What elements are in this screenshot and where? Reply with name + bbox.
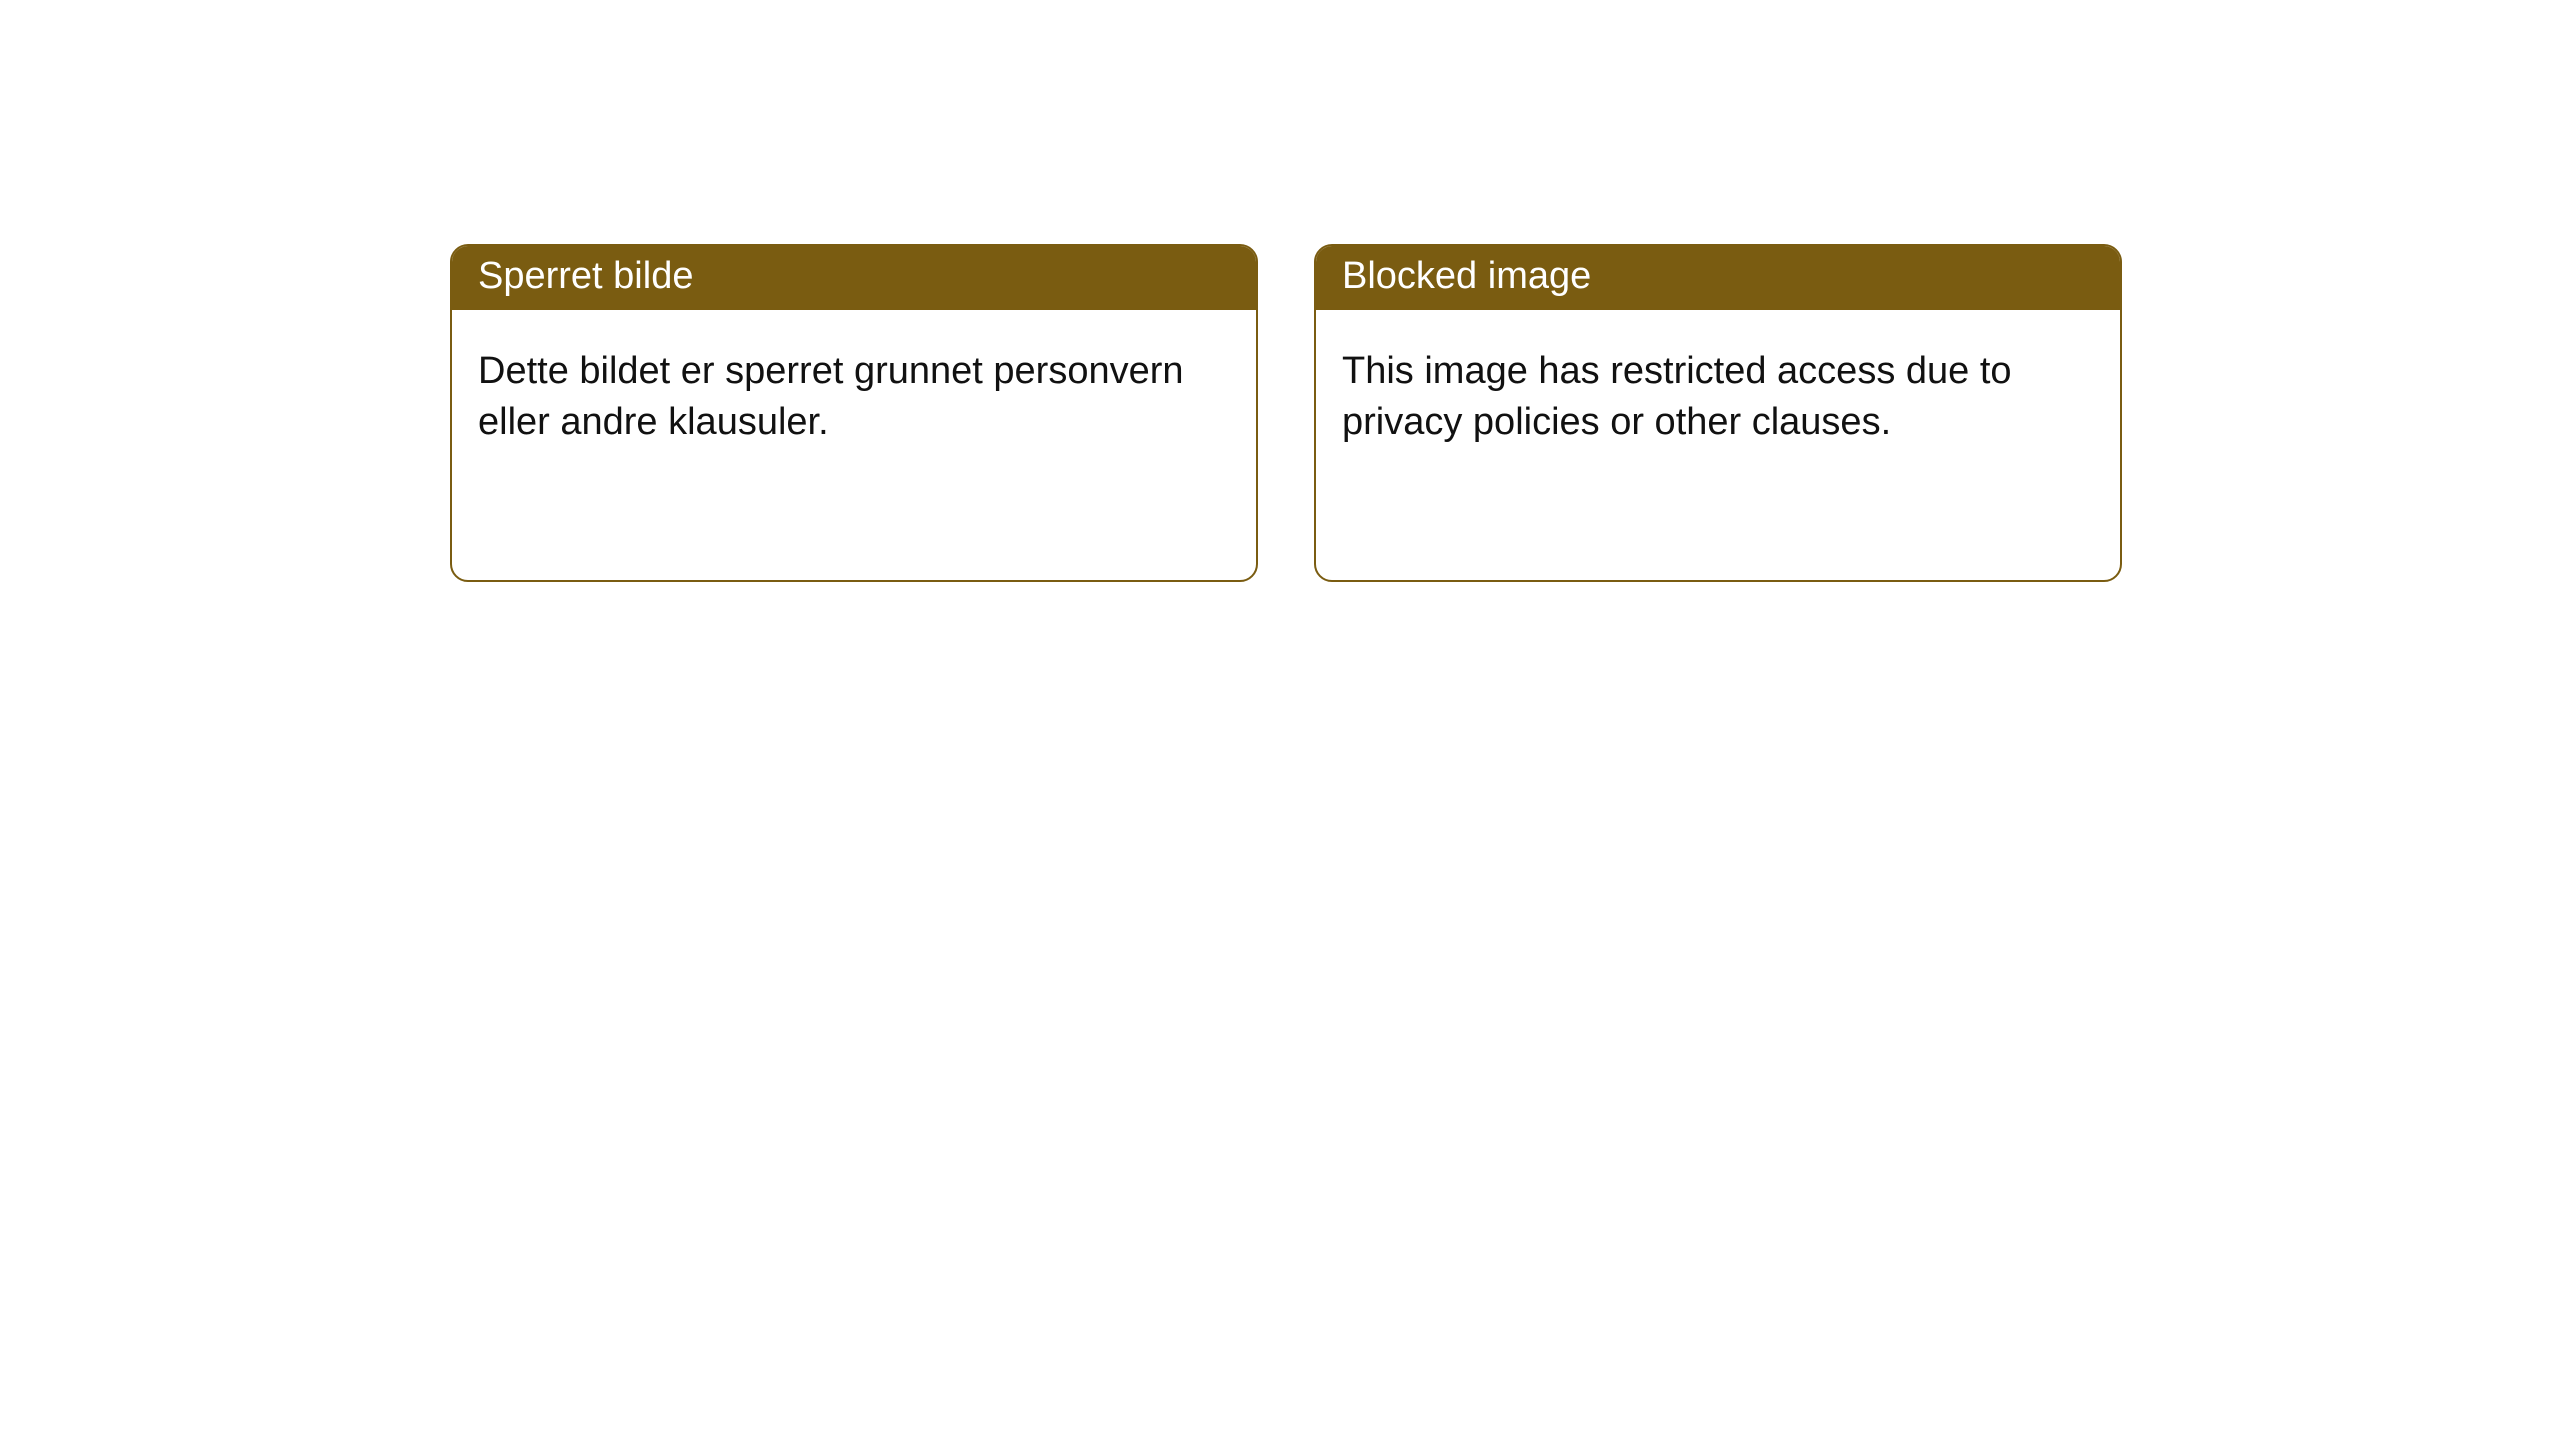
card-title: Blocked image bbox=[1342, 255, 1591, 297]
card-body-text: Dette bildet er sperret grunnet personve… bbox=[478, 350, 1184, 443]
card-body: Dette bildet er sperret grunnet personve… bbox=[452, 310, 1256, 475]
card-body-text: This image has restricted access due to … bbox=[1342, 350, 2012, 443]
card-header: Blocked image bbox=[1316, 246, 2120, 310]
card-body: This image has restricted access due to … bbox=[1316, 310, 2120, 475]
notice-container: Sperret bilde Dette bildet er sperret gr… bbox=[0, 0, 2560, 582]
card-title: Sperret bilde bbox=[478, 255, 693, 297]
card-header: Sperret bilde bbox=[452, 246, 1256, 310]
notice-card-norwegian: Sperret bilde Dette bildet er sperret gr… bbox=[450, 244, 1258, 582]
notice-card-english: Blocked image This image has restricted … bbox=[1314, 244, 2122, 582]
